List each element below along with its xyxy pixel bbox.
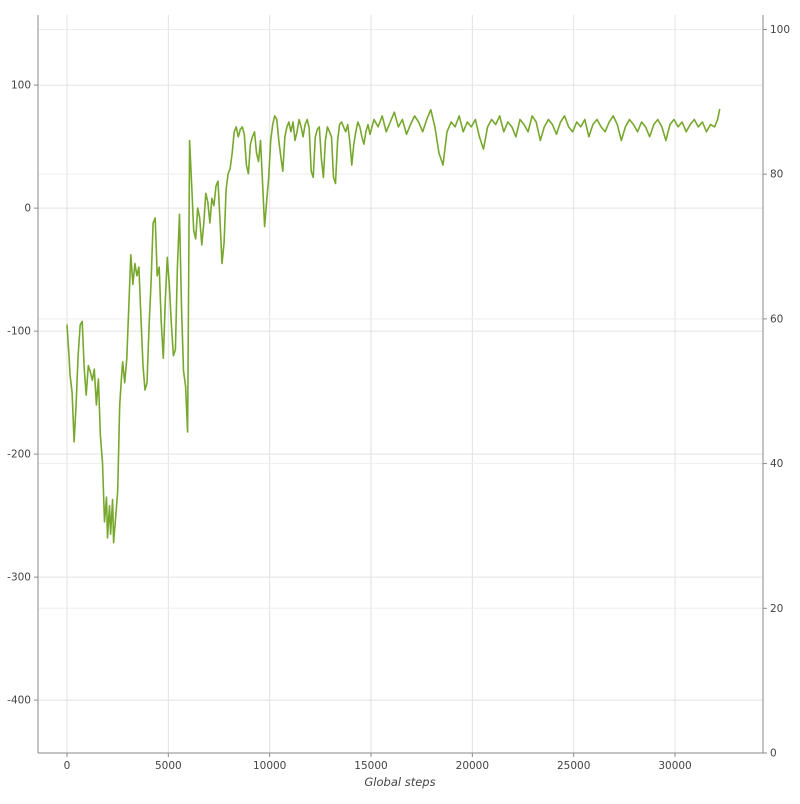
left-y-tick-label: 0	[24, 203, 31, 215]
left-y-tick-label: -100	[7, 326, 31, 338]
axis-layer: 0 5000 10000 15000 20000 25000 30000 100 0 -100 -2…	[7, 15, 790, 772]
x-tick-label: 15000	[354, 760, 387, 772]
right-y-tick-label: 80	[770, 169, 783, 181]
x-tick-label: 30000	[658, 760, 691, 772]
x-tick-label: 25000	[557, 760, 590, 772]
series-layer	[66, 108, 721, 544]
x-tick-label: 10000	[253, 760, 286, 772]
grid-layer	[38, 15, 763, 754]
left-y-tick-label: -300	[7, 572, 31, 584]
label-layer: Global steps	[364, 775, 435, 789]
right-y-tick-label: 60	[770, 313, 783, 325]
x-axis-label: Global steps	[364, 775, 435, 789]
right-y-tick-label: 40	[770, 458, 783, 470]
right-y-tick-label: 0	[770, 748, 777, 760]
left-y-tick-label: -200	[7, 449, 31, 461]
x-tick-label: 20000	[456, 760, 489, 772]
left-y-tick-label: 100	[11, 80, 31, 92]
x-tick-label: 0	[64, 760, 71, 772]
series-line	[66, 108, 721, 544]
left-y-tick-label: -400	[7, 695, 31, 707]
x-tick-label: 5000	[155, 760, 182, 772]
right-y-tick-label: 20	[770, 603, 783, 615]
right-y-tick-label: 100	[770, 24, 790, 36]
